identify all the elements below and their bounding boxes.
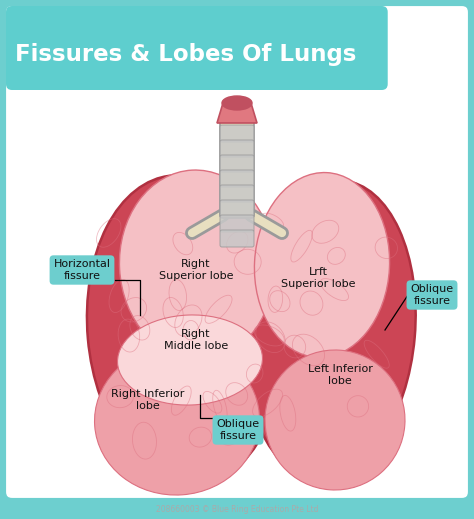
Text: Right
Middle lobe: Right Middle lobe <box>164 329 228 351</box>
FancyBboxPatch shape <box>4 4 470 500</box>
Text: Right Inferior
lobe: Right Inferior lobe <box>111 389 185 411</box>
Text: Lrft
Superior lobe: Lrft Superior lobe <box>281 267 355 289</box>
FancyBboxPatch shape <box>220 170 254 187</box>
Text: Oblique
fissure: Oblique fissure <box>410 284 454 306</box>
Ellipse shape <box>94 345 259 495</box>
FancyBboxPatch shape <box>220 120 254 218</box>
Ellipse shape <box>265 350 405 490</box>
FancyBboxPatch shape <box>220 185 254 202</box>
FancyBboxPatch shape <box>220 200 254 217</box>
Ellipse shape <box>87 175 283 485</box>
Text: Oblique
fissure: Oblique fissure <box>217 419 260 441</box>
FancyBboxPatch shape <box>220 155 254 172</box>
Text: Horizontal
fissure: Horizontal fissure <box>54 259 110 281</box>
Ellipse shape <box>244 181 416 480</box>
FancyBboxPatch shape <box>6 6 388 90</box>
Polygon shape <box>217 103 257 123</box>
FancyBboxPatch shape <box>220 125 254 142</box>
Ellipse shape <box>255 172 390 358</box>
FancyBboxPatch shape <box>220 140 254 157</box>
Ellipse shape <box>118 315 263 405</box>
Ellipse shape <box>222 96 252 110</box>
Text: 208660003 © Blue Ring Education Pte Ltd: 208660003 © Blue Ring Education Pte Ltd <box>156 504 318 513</box>
Text: Right
Superior lobe: Right Superior lobe <box>159 259 233 281</box>
Text: Fissures & Lobes Of Lungs: Fissures & Lobes Of Lungs <box>15 43 356 65</box>
Ellipse shape <box>119 170 274 360</box>
FancyBboxPatch shape <box>220 215 254 232</box>
Text: Left Inferior
lobe: Left Inferior lobe <box>308 364 373 386</box>
FancyBboxPatch shape <box>220 230 254 247</box>
